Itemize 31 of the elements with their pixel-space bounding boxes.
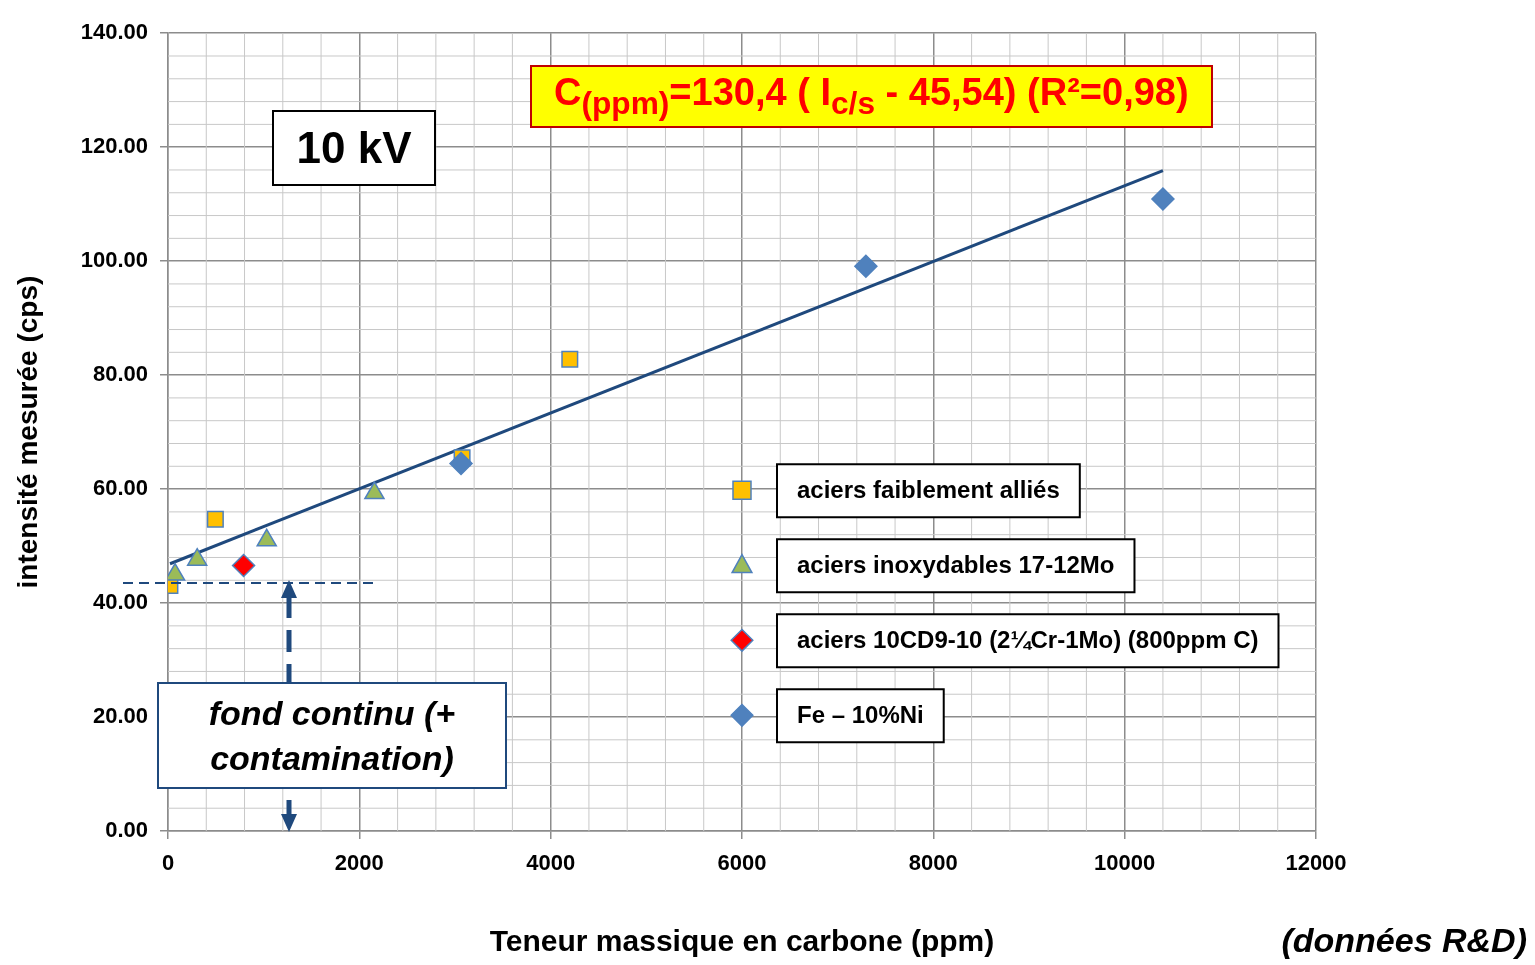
point <box>1151 187 1175 211</box>
annotation: C$_{(ppm)}$=130,4 ( I$_{c/s}$ - 45,54) (R²=0,98) <box>530 65 1213 128</box>
legend-label: aciers inoxydables 17-12Mo <box>797 550 1115 578</box>
y-tick-label: 100.00 <box>80 247 148 273</box>
point <box>854 254 878 279</box>
y-tick-label: 60.00 <box>92 475 148 501</box>
x-tick-label: 8000 <box>908 850 958 876</box>
x-tick-label: 0 <box>161 850 175 876</box>
point <box>231 553 256 578</box>
y-tick-label: 20.00 <box>92 703 148 729</box>
x-tick-label: 4000 <box>526 850 576 876</box>
y-tick-label: 120.00 <box>80 133 148 159</box>
x-tick-label: 12000 <box>1285 850 1347 876</box>
legend-label: aciers 10CD9-10 (2¼Cr-1Mo) (800ppm C) <box>797 625 1259 653</box>
point <box>561 350 579 368</box>
point <box>449 451 473 476</box>
x-tick-label: 10000 <box>1094 850 1156 876</box>
legend-label: aciers faiblement alliés <box>797 475 1060 503</box>
annotation: 10 kV <box>272 110 436 186</box>
y-tick-label: 80.00 <box>92 361 148 387</box>
y-axis-title: intensité mesurée (cps) <box>11 275 43 589</box>
y-tick-label: 0.00 <box>105 817 148 843</box>
y-tick-label: 40.00 <box>92 589 148 615</box>
point <box>206 510 224 528</box>
x-tick-label: 2000 <box>334 850 384 876</box>
legend-label: Fe – 10%Ni <box>797 700 924 728</box>
x-tick-label: 6000 <box>717 850 767 876</box>
x-axis-title: Teneur massique en carbone (ppm) <box>489 924 995 958</box>
text: (données R&D) <box>1281 921 1527 960</box>
y-tick-label: 140.00 <box>80 19 148 45</box>
annotation: fond continu (+ contamination) <box>157 682 507 789</box>
